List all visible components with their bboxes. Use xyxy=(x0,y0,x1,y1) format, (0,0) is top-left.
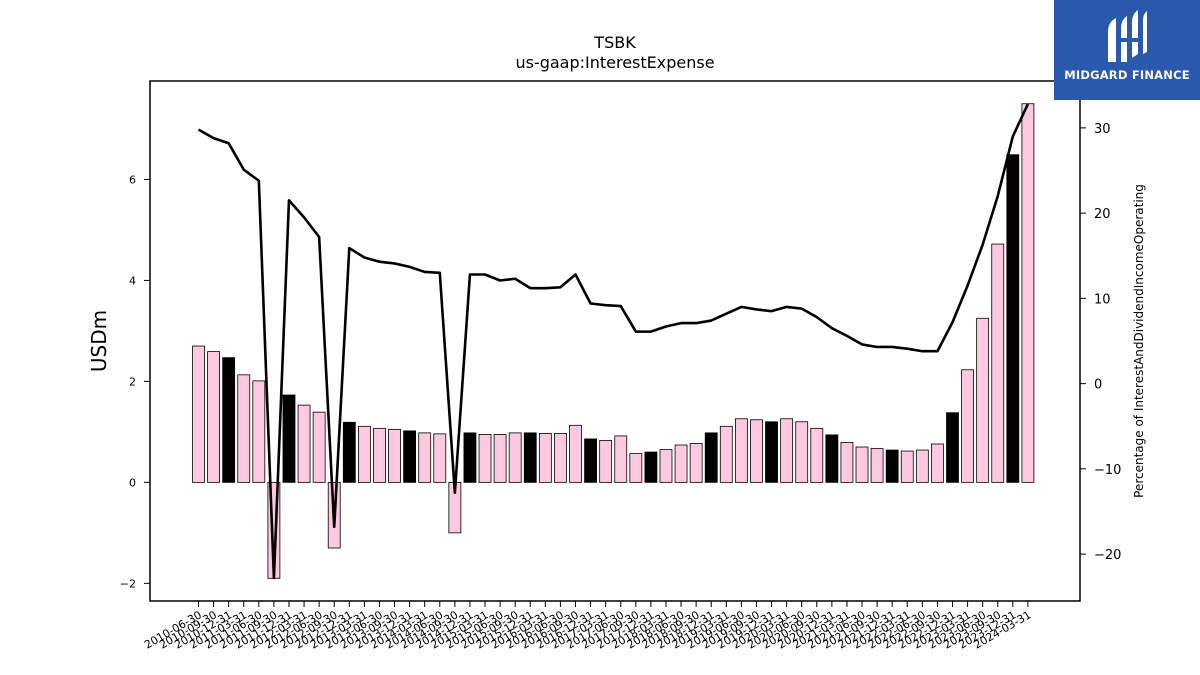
bar-2012-12-31 xyxy=(342,421,356,483)
y-tick-label: 0 xyxy=(129,476,136,489)
bar-2013-12-31 xyxy=(403,430,417,483)
bar-2023-03-31 xyxy=(961,369,974,483)
bar-2014-03-31 xyxy=(418,432,432,483)
left-axis-ticks: −2 0 2 4 6 xyxy=(120,173,150,590)
bar-2017-06-30 xyxy=(614,435,628,483)
bar-2012-03-31 xyxy=(297,404,311,483)
bar-2016-09-30 xyxy=(569,424,582,483)
y-axis-label: USDm xyxy=(87,310,111,372)
plot-frame xyxy=(149,80,1081,602)
bar-2011-06-30 xyxy=(252,380,266,483)
bar-2017-12-31 xyxy=(644,451,658,483)
y-tick-label: 4 xyxy=(129,274,136,287)
bar-2016-06-30 xyxy=(554,432,567,483)
bar-2015-06-30 xyxy=(493,433,507,483)
bar-2018-09-30 xyxy=(689,443,703,483)
bar-2021-06-30 xyxy=(855,446,869,483)
bar-2010-06-30 xyxy=(192,345,205,483)
bar-2023-09-30 xyxy=(991,243,1005,483)
bar-2014-12-31 xyxy=(463,432,477,483)
y2-tick-label: 0 xyxy=(1094,378,1102,393)
line-series xyxy=(197,103,1030,580)
bar-2018-03-31 xyxy=(659,449,673,483)
bar-2019-09-30 xyxy=(750,419,763,483)
y2-tick-label: 10 xyxy=(1094,292,1111,307)
bar-2022-06-30 xyxy=(915,449,929,483)
y2-tick-label: 20 xyxy=(1094,207,1111,222)
bar-2011-03-31 xyxy=(237,374,251,483)
bar-2022-03-31 xyxy=(900,450,914,483)
bar-2020-09-30 xyxy=(810,427,824,483)
bar-2021-03-31 xyxy=(840,442,854,483)
bar-2022-12-31 xyxy=(946,412,959,483)
chart-title: TSBK xyxy=(593,33,636,52)
bar-2023-06-30 xyxy=(976,317,990,483)
bar-2017-09-30 xyxy=(629,453,643,483)
y-tick-label: 6 xyxy=(129,173,136,186)
bar-2014-06-30 xyxy=(433,433,447,483)
right-axis-ticks: −20 −10 0 10 20 30 xyxy=(1080,122,1121,563)
x-axis-ticks: 2010-06-302010-09-302010-12-312011-03-31… xyxy=(142,601,1033,652)
bar-2011-12-31 xyxy=(282,394,296,483)
bar-2020-12-31 xyxy=(825,434,839,483)
y2-tick-label: 30 xyxy=(1094,122,1111,137)
y2-tick-label: −10 xyxy=(1094,463,1121,478)
bar-2015-12-31 xyxy=(523,432,537,483)
bar-2020-06-30 xyxy=(795,421,809,483)
bar-2018-06-30 xyxy=(674,444,688,483)
brand-logo: MIDGARD FINANCE xyxy=(1054,0,1200,100)
bar-2013-03-31 xyxy=(357,425,371,483)
bar-2010-09-30 xyxy=(207,351,220,483)
bar-2022-09-30 xyxy=(931,443,944,483)
y2-tick-label: −20 xyxy=(1094,548,1121,563)
bar-2013-09-30 xyxy=(388,428,401,483)
bar-2023-12-31 xyxy=(1006,154,1020,483)
bar-2020-03-31 xyxy=(780,418,794,483)
bar-2016-12-31 xyxy=(584,438,597,483)
brand-logo-text: MIDGARD FINANCE xyxy=(1064,68,1190,82)
bar-2019-06-30 xyxy=(734,418,748,483)
bar-2024-03-31 xyxy=(1021,103,1035,483)
bar-series xyxy=(192,103,1035,579)
bar-2013-06-30 xyxy=(373,427,386,483)
ratio-line xyxy=(197,103,1030,580)
bar-2010-12-31 xyxy=(222,357,236,483)
bar-2012-06-30 xyxy=(312,411,326,483)
bar-2021-09-30 xyxy=(870,448,884,483)
chart-subtitle: us-gaap:InterestExpense xyxy=(515,53,714,72)
y-tick-label: 2 xyxy=(129,375,136,388)
bar-2015-03-31 xyxy=(478,433,492,483)
y2-axis-label: Percentage of InterestAndDividendIncomeO… xyxy=(1132,184,1146,498)
bar-2019-12-31 xyxy=(765,421,778,483)
bar-2015-09-30 xyxy=(508,432,522,483)
bar-2017-03-31 xyxy=(599,440,613,483)
bar-2016-03-31 xyxy=(538,432,552,483)
midgard-logo-icon xyxy=(1108,10,1147,62)
y-tick-label: −2 xyxy=(120,577,136,590)
bar-2018-12-31 xyxy=(704,432,718,483)
bar-2021-12-31 xyxy=(885,449,899,483)
bar-2019-03-31 xyxy=(719,425,733,483)
